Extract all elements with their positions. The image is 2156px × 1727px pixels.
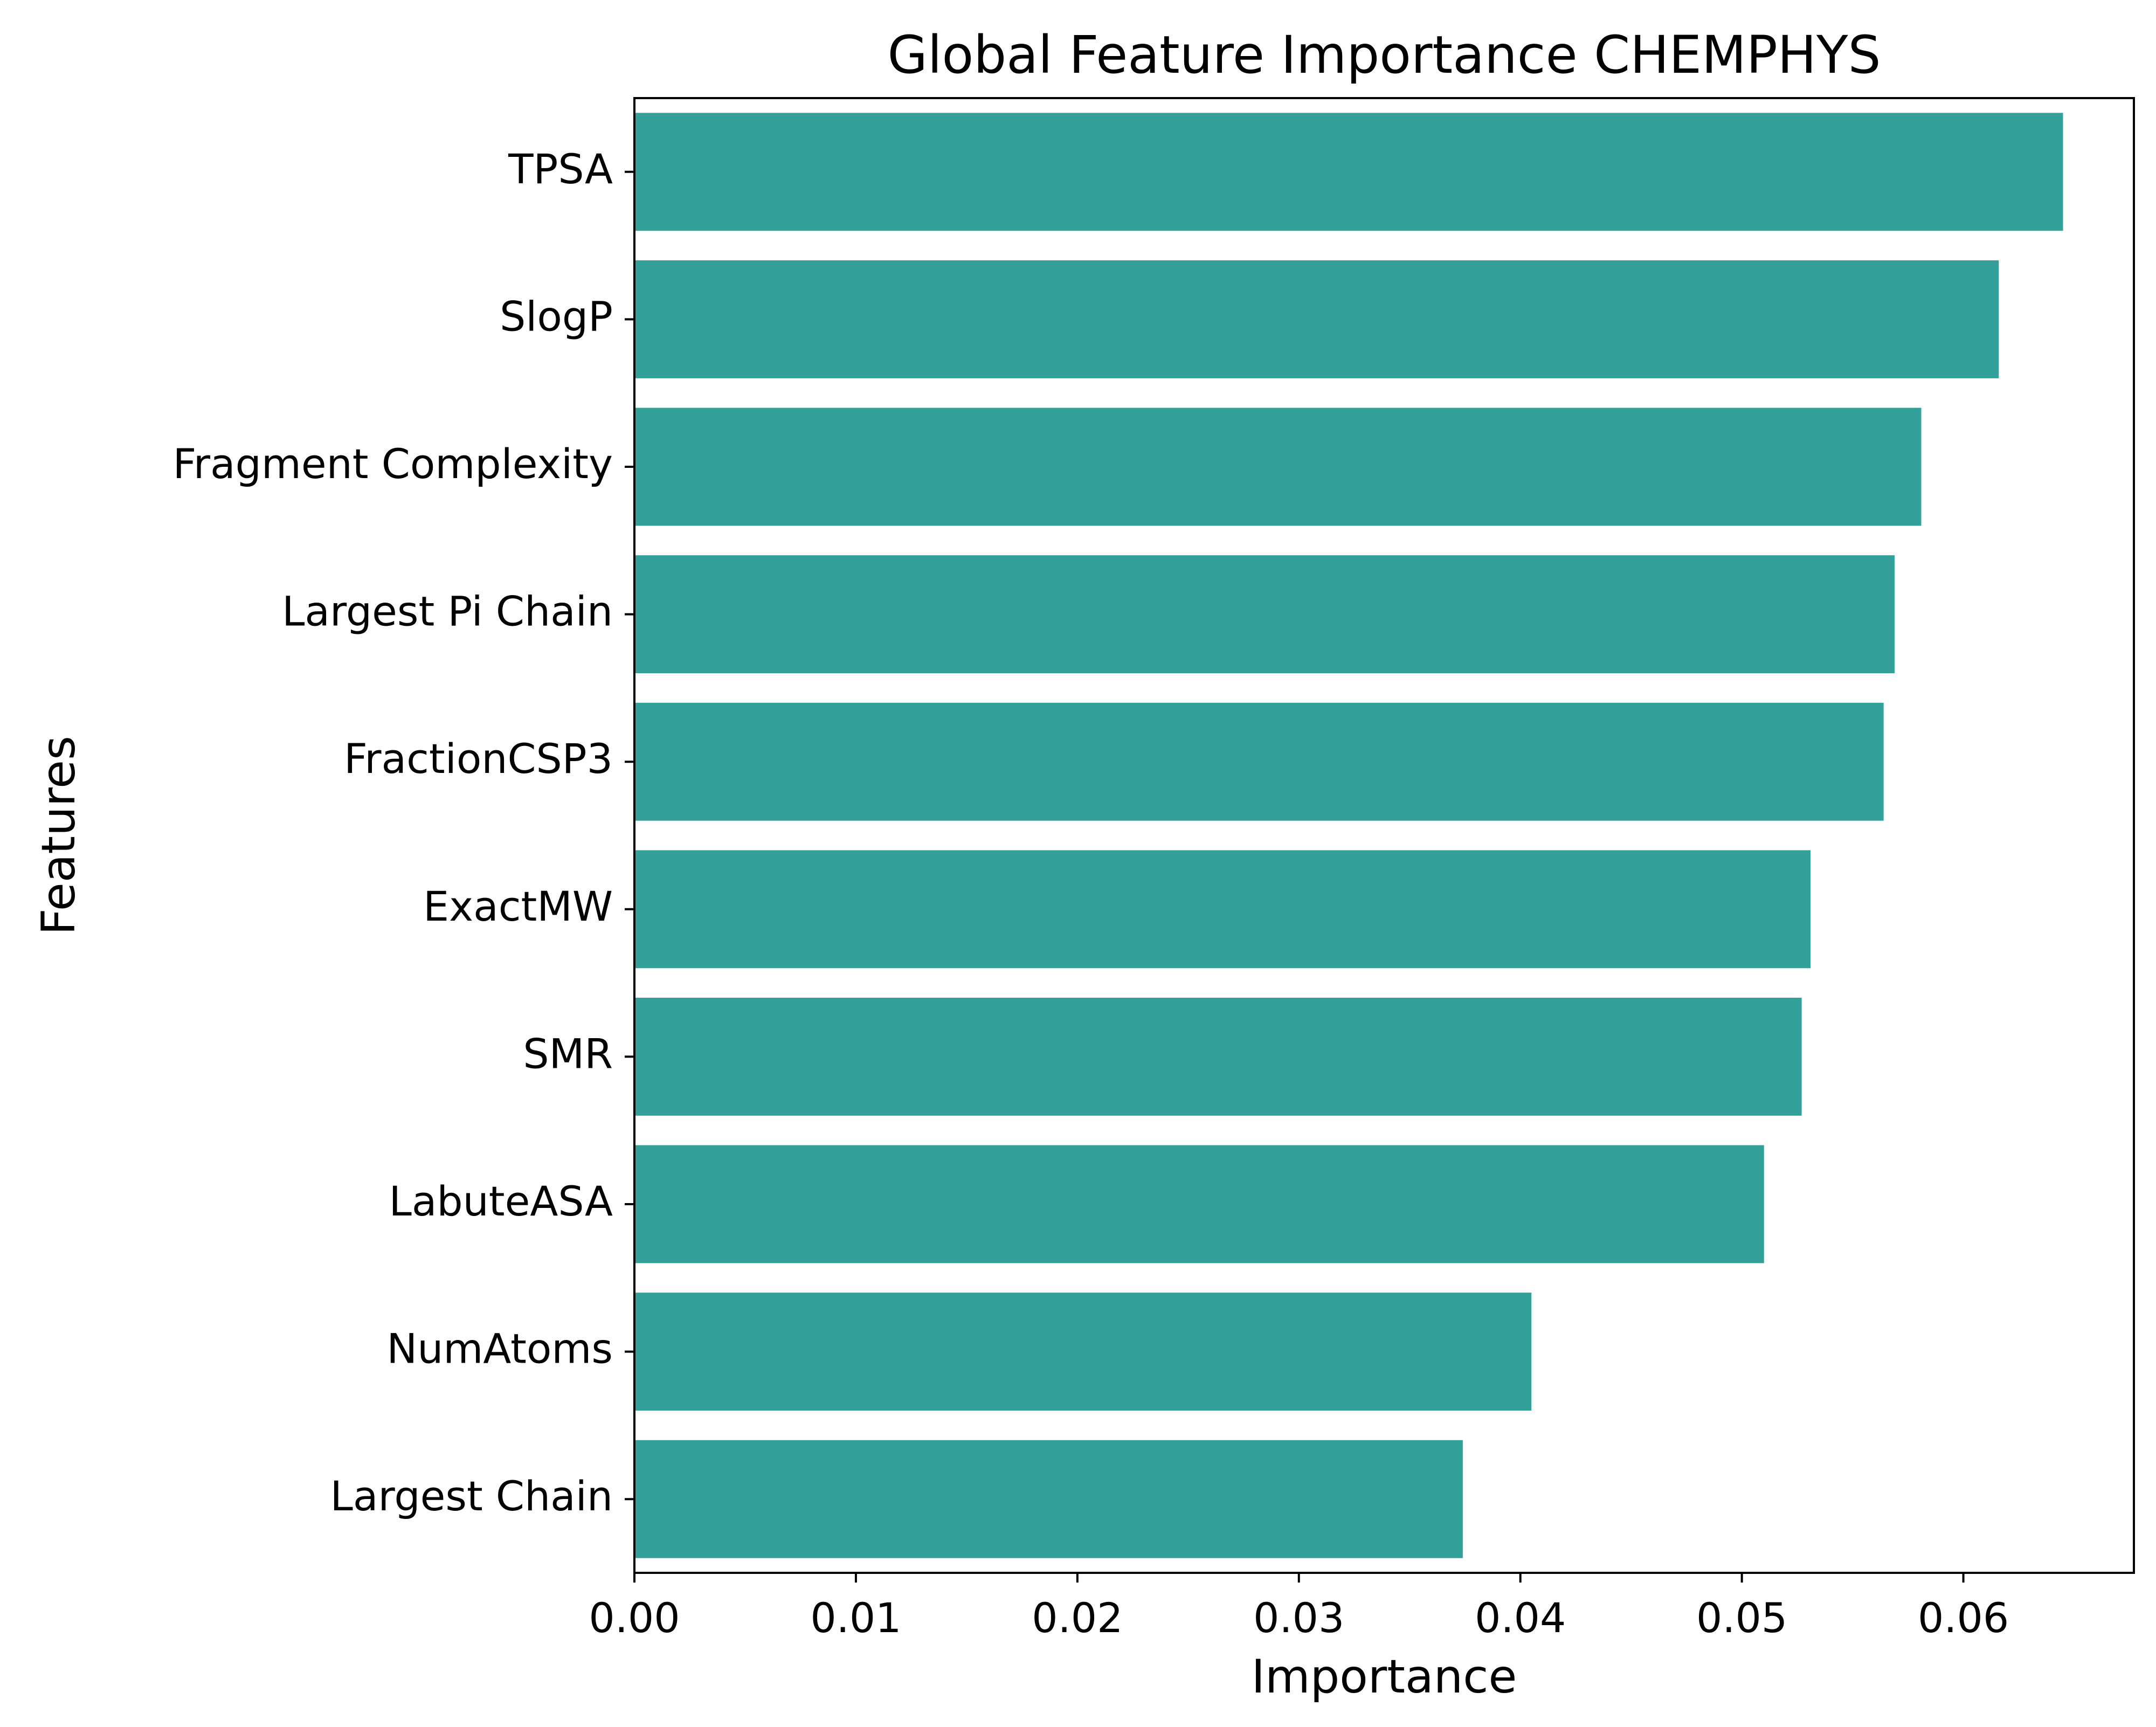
y-tick-label: Largest Pi Chain: [282, 588, 613, 635]
y-tick-label: ExactMW: [423, 882, 613, 930]
x-tick-label: 0.01: [810, 1594, 901, 1642]
bar-largest-pi-chain: [634, 555, 1895, 674]
y-tick-label: TPSA: [508, 145, 613, 193]
bar-fractioncsp3: [634, 702, 1884, 821]
y-tick-label: SlogP: [500, 292, 613, 340]
x-tick-label: 0.03: [1253, 1594, 1344, 1642]
bar-tpsa: [634, 113, 2063, 231]
y-tick-label: Fragment Complexity: [173, 440, 613, 488]
bar-fragment-complexity: [634, 407, 1922, 526]
y-axis-label: Features: [32, 736, 86, 935]
x-tick-label: 0.02: [1032, 1594, 1123, 1642]
y-tick-label: Largest Chain: [330, 1472, 613, 1520]
chart-title: Global Feature Importance CHEMPHYS: [887, 25, 1881, 85]
bar-slogp: [634, 260, 1999, 378]
bar-smr: [634, 997, 1802, 1116]
x-tick-label: 0.06: [1918, 1594, 2009, 1642]
bar-labuteasa: [634, 1145, 1764, 1263]
x-tick-label: 0.00: [589, 1594, 680, 1642]
bar-exactmw: [634, 850, 1811, 969]
y-tick-label: LabuteASA: [389, 1177, 613, 1225]
y-tick-label: SMR: [523, 1030, 613, 1077]
bar-largest-chain: [634, 1440, 1463, 1558]
bars-group: [634, 113, 2063, 1558]
bar-numatoms: [634, 1293, 1532, 1411]
x-tick-label: 0.05: [1696, 1594, 1787, 1642]
plot-frame: [633, 97, 2135, 1574]
y-axis-ticks: TPSA SlogP Fragment Complexity Largest Pi C…: [173, 145, 634, 1520]
x-axis-label: Importance: [1252, 1650, 1517, 1704]
y-tick-label: NumAtoms: [386, 1325, 613, 1373]
x-tick-label: 0.04: [1475, 1594, 1566, 1642]
y-tick-label: FractionCSP3: [344, 735, 613, 783]
x-axis-ticks: 0.00 0.01 0.02 0.03 0.04 0.05 0.06: [589, 1573, 2009, 1642]
